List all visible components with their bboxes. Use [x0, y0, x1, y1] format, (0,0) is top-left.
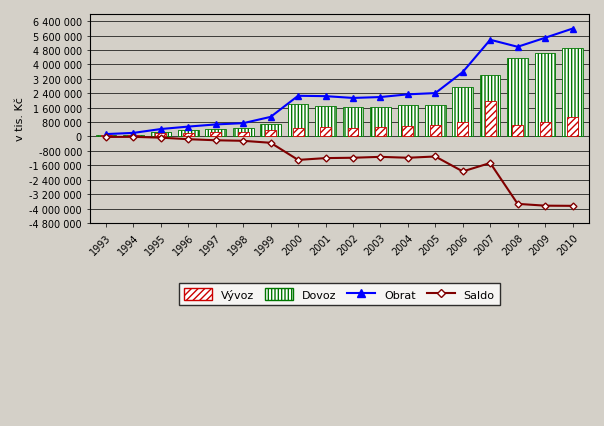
Bar	[375, 128, 386, 137]
Bar	[562, 49, 583, 137]
Bar	[397, 106, 418, 137]
Legend: Vývoz, Dovoz, Obrat, Saldo: Vývoz, Dovoz, Obrat, Saldo	[179, 283, 500, 305]
Bar	[320, 128, 331, 137]
Bar	[342, 107, 363, 137]
Bar	[452, 88, 473, 137]
Bar	[485, 102, 496, 137]
Bar	[205, 129, 226, 137]
Bar	[567, 118, 578, 137]
Bar	[535, 53, 556, 137]
Bar	[425, 106, 446, 137]
Bar	[233, 128, 254, 137]
Bar	[128, 135, 139, 137]
Y-axis label: v tis. Kč: v tis. Kč	[15, 97, 25, 141]
Bar	[430, 126, 441, 137]
Bar	[347, 129, 359, 137]
Bar	[512, 126, 523, 137]
Bar	[457, 122, 468, 137]
Bar	[292, 129, 304, 137]
Bar	[539, 122, 551, 137]
Bar	[265, 130, 276, 137]
Bar	[155, 134, 166, 137]
Bar	[402, 127, 413, 137]
Bar	[507, 59, 528, 137]
Bar	[260, 124, 281, 137]
Bar	[150, 133, 171, 137]
Bar	[238, 132, 249, 137]
Bar	[178, 131, 199, 137]
Bar	[288, 105, 309, 137]
Bar	[315, 106, 336, 137]
Bar	[100, 136, 112, 137]
Bar	[480, 76, 501, 137]
Bar	[210, 133, 221, 137]
Bar	[183, 134, 194, 137]
Bar	[95, 136, 117, 137]
Bar	[370, 107, 391, 137]
Bar	[123, 135, 144, 137]
